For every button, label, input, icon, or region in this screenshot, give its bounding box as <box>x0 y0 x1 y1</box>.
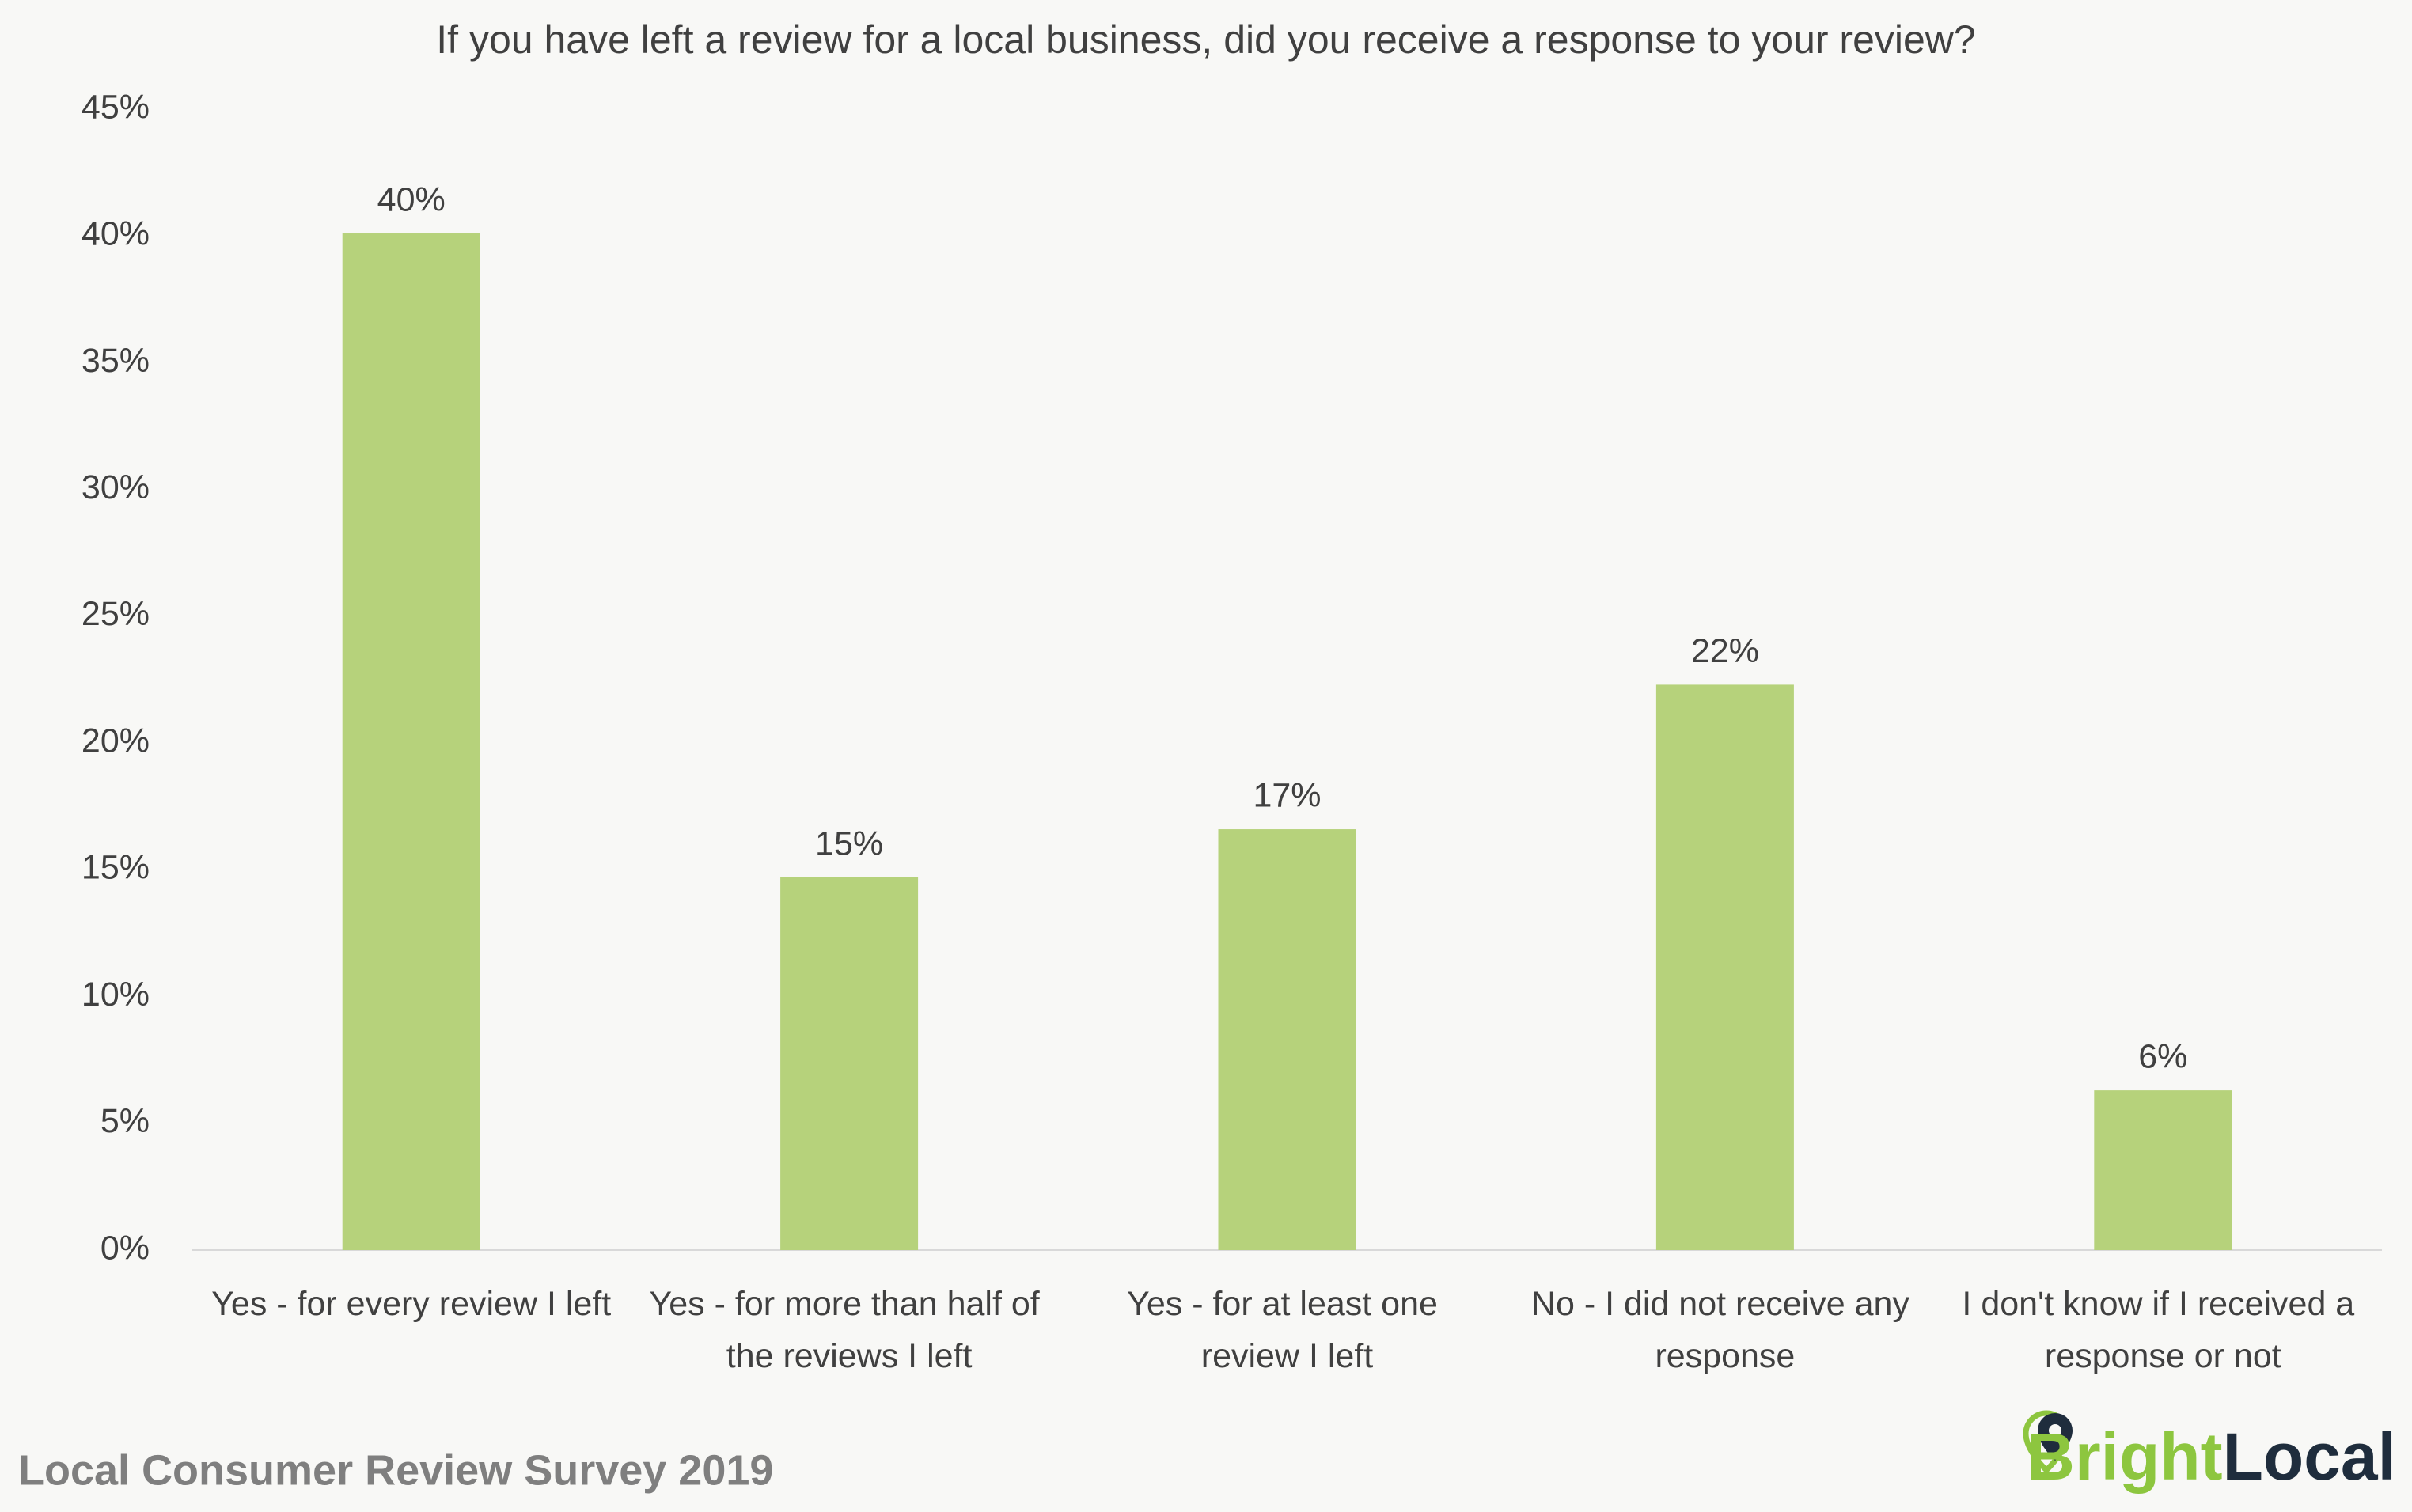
x-tick-label: Yes - for at least one review I left <box>1127 1285 1447 1375</box>
value-label: 15% <box>815 824 883 862</box>
y-tick-label: 10% <box>82 976 150 1014</box>
y-tick-label: 15% <box>82 849 150 887</box>
bar <box>780 877 919 1250</box>
logo-pin-dot <box>2049 1424 2061 1437</box>
bar <box>1218 829 1356 1250</box>
y-tick-label: 45% <box>82 88 150 126</box>
value-label: 40% <box>377 180 446 218</box>
y-tick-label: 5% <box>100 1102 150 1140</box>
bar <box>2094 1090 2232 1250</box>
x-tick-label: Yes - for every review I left <box>211 1285 611 1323</box>
bar <box>1655 684 1794 1250</box>
chart-title: If you have left a review for a local bu… <box>436 17 1975 62</box>
y-tick-label: 30% <box>82 468 150 506</box>
logo-text: BrightLocal <box>2027 1419 2396 1494</box>
logo-bright: Bright <box>2027 1419 2222 1494</box>
x-tick-label: I don't know if I received a response or… <box>1962 1285 2364 1375</box>
logo: BrightLocal <box>2023 1410 2396 1494</box>
y-tick-label: 40% <box>82 215 150 253</box>
source-note: Local Consumer Review Survey 2019 <box>18 1446 773 1494</box>
value-label: 17% <box>1253 776 1321 814</box>
y-tick-label: 25% <box>82 595 150 633</box>
x-tick-label: Yes - for more than half of the reviews … <box>650 1285 1049 1375</box>
value-label: 6% <box>2138 1037 2187 1075</box>
y-tick-label: 0% <box>100 1229 150 1267</box>
value-label: 22% <box>1691 632 1759 670</box>
y-tick-label: 35% <box>82 342 150 380</box>
bar <box>342 233 480 1250</box>
x-tick-label: No - I did not receive any response <box>1531 1285 1919 1375</box>
y-tick-label: 20% <box>82 722 150 760</box>
logo-local: Local <box>2223 1419 2396 1494</box>
